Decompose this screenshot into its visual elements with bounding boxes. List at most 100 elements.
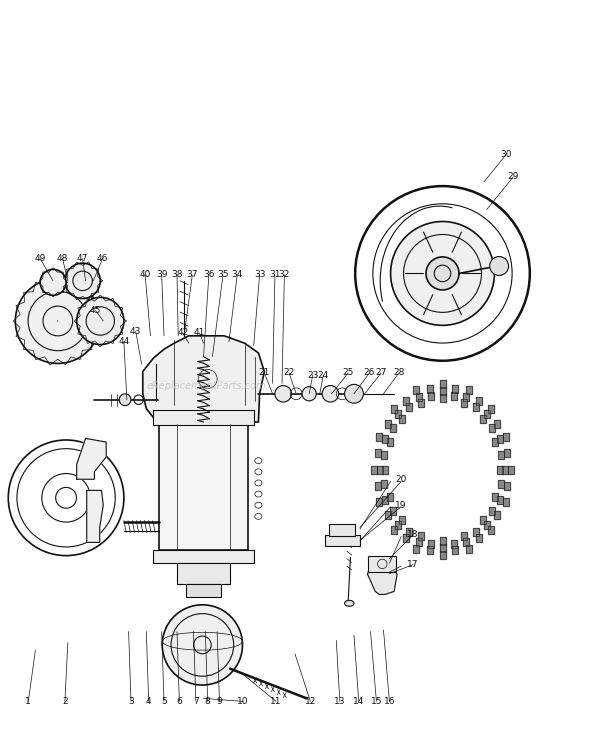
Polygon shape bbox=[427, 385, 432, 393]
Polygon shape bbox=[466, 386, 471, 395]
Polygon shape bbox=[390, 507, 396, 516]
Text: 39: 39 bbox=[156, 270, 168, 279]
Polygon shape bbox=[503, 499, 509, 507]
Text: 42: 42 bbox=[177, 328, 189, 337]
Polygon shape bbox=[480, 516, 486, 525]
Polygon shape bbox=[395, 522, 401, 529]
Polygon shape bbox=[382, 496, 388, 504]
Polygon shape bbox=[143, 336, 264, 422]
Polygon shape bbox=[414, 386, 419, 395]
Polygon shape bbox=[381, 451, 387, 459]
Polygon shape bbox=[503, 432, 509, 441]
Polygon shape bbox=[407, 403, 412, 411]
Polygon shape bbox=[385, 511, 391, 519]
Text: eReplacementParts.com: eReplacementParts.com bbox=[147, 381, 266, 392]
Polygon shape bbox=[428, 539, 434, 548]
Text: 28: 28 bbox=[393, 369, 405, 377]
Text: 41: 41 bbox=[194, 328, 205, 337]
Text: 46: 46 bbox=[97, 254, 109, 263]
Polygon shape bbox=[464, 393, 470, 400]
Bar bbox=[177, 563, 230, 584]
Text: 24: 24 bbox=[317, 371, 329, 380]
Polygon shape bbox=[453, 546, 458, 554]
Text: 45: 45 bbox=[90, 306, 101, 315]
Text: 13: 13 bbox=[334, 697, 346, 706]
Text: 23: 23 bbox=[307, 371, 319, 380]
Bar bbox=[368, 556, 396, 572]
Polygon shape bbox=[497, 466, 503, 473]
Text: 33: 33 bbox=[254, 270, 266, 279]
Polygon shape bbox=[494, 420, 500, 428]
Polygon shape bbox=[418, 532, 424, 540]
Polygon shape bbox=[461, 399, 467, 407]
Polygon shape bbox=[488, 405, 494, 413]
Text: 3: 3 bbox=[128, 697, 134, 706]
Text: 32: 32 bbox=[278, 270, 290, 279]
Polygon shape bbox=[399, 516, 405, 525]
Text: 12: 12 bbox=[304, 697, 316, 706]
Circle shape bbox=[490, 256, 509, 276]
Polygon shape bbox=[440, 545, 445, 553]
Polygon shape bbox=[489, 507, 495, 516]
Text: 37: 37 bbox=[186, 270, 198, 279]
Polygon shape bbox=[498, 451, 504, 459]
Polygon shape bbox=[375, 481, 381, 490]
Polygon shape bbox=[461, 532, 467, 540]
Text: 26: 26 bbox=[363, 369, 375, 377]
Polygon shape bbox=[473, 528, 478, 536]
Polygon shape bbox=[497, 435, 503, 444]
Text: 25: 25 bbox=[342, 369, 354, 377]
Polygon shape bbox=[376, 432, 382, 441]
Text: 49: 49 bbox=[34, 254, 46, 263]
Polygon shape bbox=[427, 546, 432, 554]
Polygon shape bbox=[484, 410, 490, 418]
Text: 43: 43 bbox=[130, 327, 142, 336]
Text: 9: 9 bbox=[217, 697, 222, 706]
Bar bbox=[186, 584, 221, 597]
Polygon shape bbox=[508, 466, 514, 473]
Text: 8: 8 bbox=[205, 697, 211, 706]
Text: 20: 20 bbox=[395, 475, 407, 484]
Text: 14: 14 bbox=[353, 697, 365, 706]
Text: 17: 17 bbox=[407, 560, 419, 569]
Text: 18: 18 bbox=[407, 531, 419, 539]
Polygon shape bbox=[476, 534, 482, 542]
Polygon shape bbox=[415, 539, 421, 546]
Circle shape bbox=[426, 257, 459, 290]
Polygon shape bbox=[87, 490, 103, 542]
Ellipse shape bbox=[345, 600, 354, 606]
Circle shape bbox=[162, 605, 242, 685]
Text: 2: 2 bbox=[62, 697, 68, 706]
Bar bbox=[329, 524, 355, 536]
Polygon shape bbox=[418, 399, 424, 407]
Polygon shape bbox=[492, 493, 498, 501]
Circle shape bbox=[15, 279, 100, 363]
Polygon shape bbox=[440, 394, 445, 402]
Bar bbox=[159, 424, 248, 550]
Text: 29: 29 bbox=[507, 172, 519, 181]
Polygon shape bbox=[377, 466, 383, 473]
Circle shape bbox=[302, 386, 316, 401]
Polygon shape bbox=[391, 526, 397, 534]
Text: 21: 21 bbox=[258, 369, 270, 377]
Polygon shape bbox=[385, 420, 391, 428]
Polygon shape bbox=[502, 466, 508, 473]
Text: 30: 30 bbox=[500, 150, 512, 159]
Circle shape bbox=[275, 386, 291, 402]
Circle shape bbox=[65, 263, 100, 299]
Polygon shape bbox=[473, 403, 478, 411]
Text: 40: 40 bbox=[139, 270, 151, 279]
Polygon shape bbox=[395, 410, 401, 418]
Polygon shape bbox=[428, 392, 434, 400]
Polygon shape bbox=[382, 466, 388, 473]
Text: 22: 22 bbox=[283, 369, 295, 377]
Circle shape bbox=[391, 221, 494, 325]
Circle shape bbox=[77, 297, 124, 345]
Polygon shape bbox=[488, 526, 494, 534]
Polygon shape bbox=[387, 493, 393, 501]
Text: 5: 5 bbox=[161, 697, 167, 706]
Circle shape bbox=[119, 394, 131, 406]
Polygon shape bbox=[368, 562, 397, 594]
Polygon shape bbox=[371, 466, 377, 473]
Polygon shape bbox=[407, 528, 412, 536]
